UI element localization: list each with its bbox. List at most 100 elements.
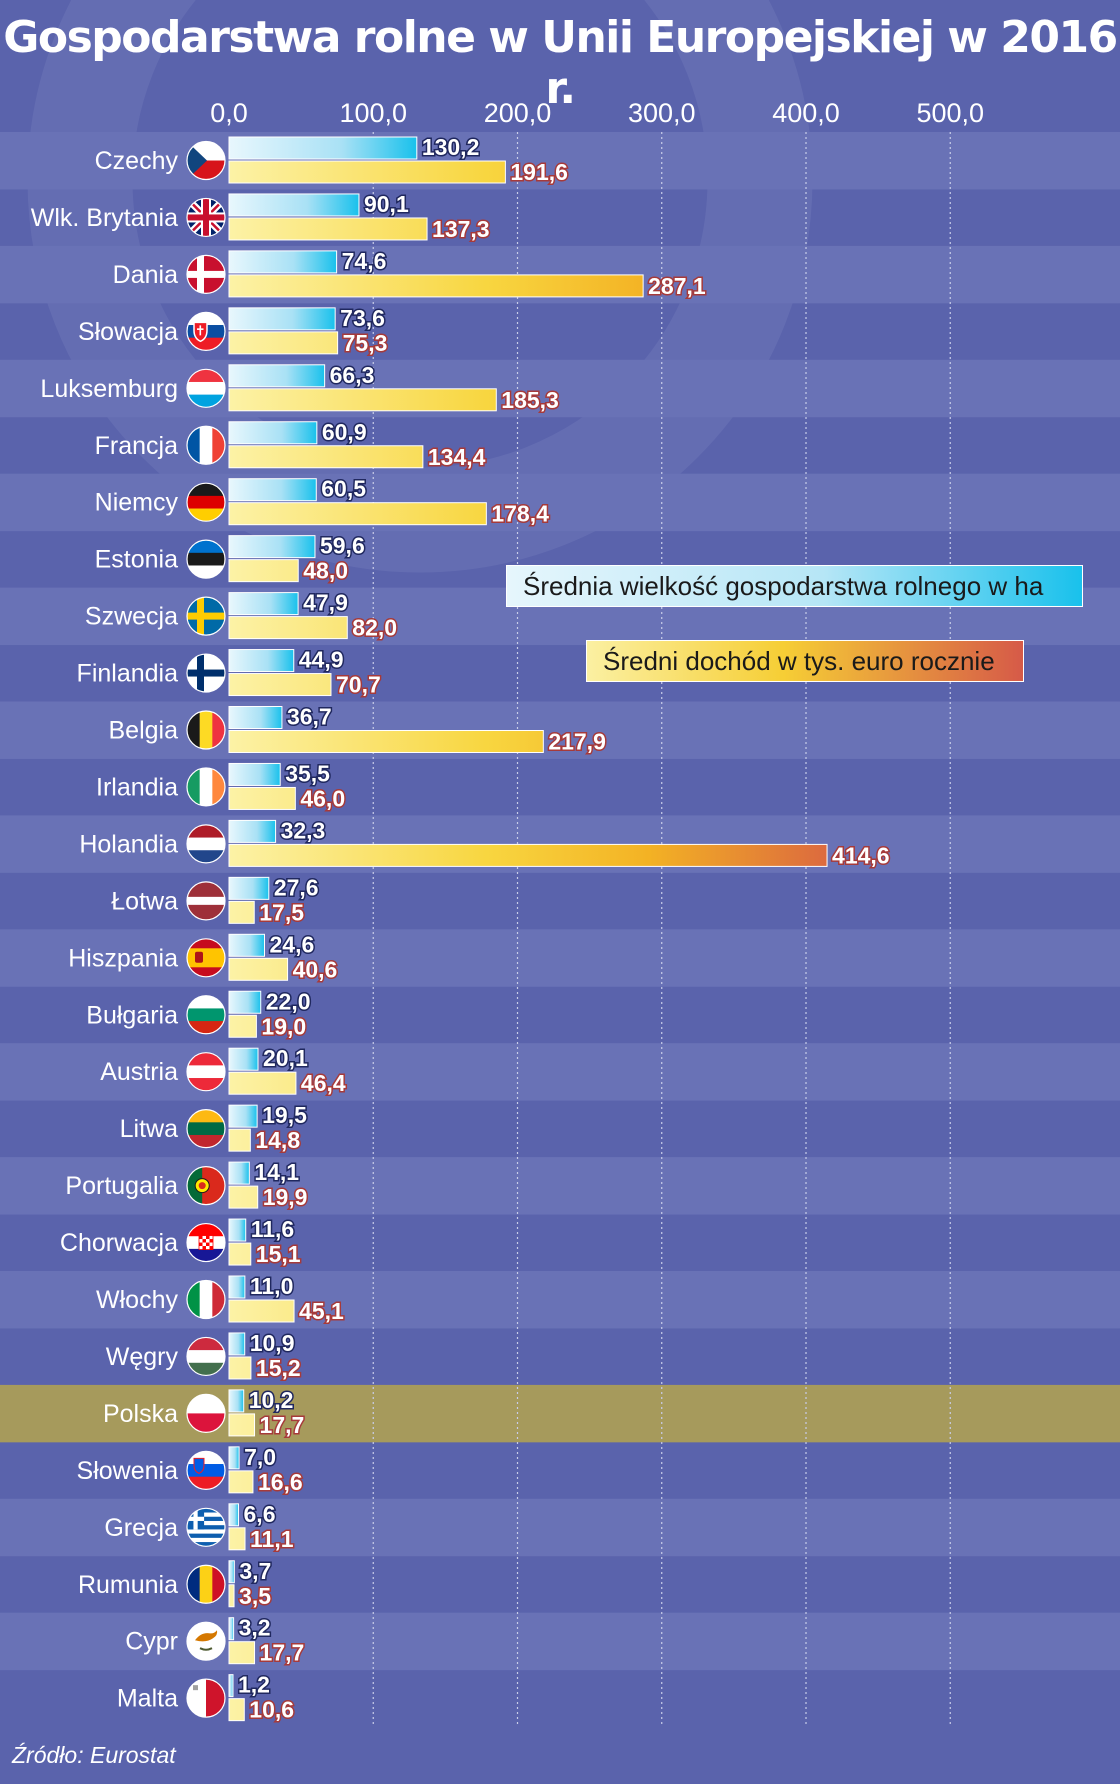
size-value-label: 90,1 <box>364 191 409 217</box>
chart-row: Estonia 59,648,0 <box>95 531 367 585</box>
source-note: Źródło: Eurostat <box>12 1742 176 1768</box>
income-value-label: 185,3 <box>501 387 559 413</box>
chart-row: Holandia 32,3 414,6 <box>79 816 891 870</box>
income-bar <box>228 673 332 697</box>
income-bar <box>228 900 255 924</box>
income-value-label: 414,6 <box>832 842 890 868</box>
income-bar <box>228 1299 295 1323</box>
income-value-label: 3,5 <box>239 1583 271 1609</box>
size-value-label: 47,9 <box>303 590 348 616</box>
category-label: Belgia <box>109 717 179 745</box>
size-value-label: 19,5 <box>262 1102 307 1128</box>
income-value-label: 15,1 <box>256 1241 301 1267</box>
income-bar <box>228 1071 297 1095</box>
chart-row: Bułgaria 22,019,0 <box>86 987 312 1041</box>
income-value-label: 17,7 <box>260 1640 305 1666</box>
income-bar <box>228 1128 251 1152</box>
size-bar <box>228 250 338 274</box>
income-value-label: 137,3 <box>432 216 490 242</box>
chart-row: Francja 60,9 134,4 <box>95 417 488 471</box>
chart-row: Hiszpania 24,640,6 <box>68 930 339 984</box>
size-value-label: 35,5 <box>285 760 330 786</box>
category-label: Cypr <box>125 1628 178 1656</box>
legend-size: Średnia wielkość gospodarstwa rolnego w … <box>506 565 1083 607</box>
income-value-label: 10,6 <box>249 1697 294 1723</box>
legend-income: Średni dochód w tys. euro rocznie <box>586 640 1024 682</box>
chart-row: Szwecja 47,982,0 <box>85 588 399 642</box>
size-bar <box>228 193 360 217</box>
size-bar <box>228 1047 259 1071</box>
size-bar <box>228 706 283 729</box>
chart-row: Chorwacja 11,615,1 <box>60 1215 302 1269</box>
chart-row: Węgry 10,915,2 <box>106 1328 302 1382</box>
size-value-label: 6,6 <box>244 1501 276 1527</box>
size-bar <box>228 478 317 502</box>
size-value-label: 66,3 <box>330 362 375 388</box>
size-bar <box>228 1560 235 1584</box>
size-value-label: 10,2 <box>249 1387 294 1413</box>
income-bar <box>228 559 299 583</box>
size-bar <box>228 421 318 445</box>
size-bar <box>228 1389 245 1413</box>
chart-row: Austria 20,146,4 <box>100 1044 347 1098</box>
size-bar <box>228 1446 240 1470</box>
income-value-label: 14,8 <box>255 1127 300 1153</box>
income-value-label: 19,9 <box>263 1184 308 1210</box>
category-label: Węgry <box>106 1343 179 1371</box>
flag-cz-icon <box>186 140 226 181</box>
flag-hr-icon <box>186 1222 226 1263</box>
flag-nl-icon <box>186 824 226 864</box>
flag-hu-icon <box>186 1336 226 1377</box>
size-value-label: 11,0 <box>250 1273 294 1299</box>
chart-row: Czechy 130,2 191,6 <box>95 133 570 187</box>
chart-row: Cypr 3,217,7 <box>125 1613 306 1667</box>
flag-bg-icon <box>186 995 226 1035</box>
size-value-label: 24,6 <box>269 931 314 957</box>
income-bar <box>228 274 644 298</box>
income-value-label: 17,5 <box>259 899 304 925</box>
flag-be-icon <box>186 710 226 750</box>
flag-fi-icon <box>186 653 226 693</box>
income-bar <box>228 1014 257 1038</box>
income-bar <box>228 786 296 810</box>
income-value-label: 178,4 <box>491 501 549 527</box>
size-bar <box>228 762 281 786</box>
size-value-label: 22,0 <box>266 988 311 1014</box>
category-label: Włochy <box>96 1286 178 1314</box>
flag-ee-icon <box>186 539 226 579</box>
income-bar <box>228 217 428 241</box>
income-bar <box>228 957 289 981</box>
size-value-label: 10,9 <box>250 1330 295 1356</box>
category-label: Słowenia <box>77 1457 179 1485</box>
chart-row: Słowacja 73,675,3 <box>78 303 389 357</box>
size-value-label: 1,2 <box>238 1672 270 1698</box>
size-bar <box>228 990 262 1014</box>
income-value-label: 46,0 <box>300 785 345 811</box>
chart-row: Łotwa 27,617,5 <box>111 873 320 927</box>
size-value-label: 59,6 <box>320 533 365 559</box>
chart-row: Malta 1,210,6 <box>117 1670 296 1724</box>
x-tick-label: 0,0 <box>210 98 248 128</box>
category-label: Bułgaria <box>86 1001 178 1029</box>
category-label: Czechy <box>95 147 179 175</box>
size-bar <box>228 1275 246 1299</box>
size-value-label: 3,2 <box>239 1615 271 1641</box>
flag-pt-icon <box>186 1165 226 1206</box>
income-value-label: 191,6 <box>510 159 568 185</box>
chart-row: Włochy 11,045,1 <box>96 1272 345 1326</box>
size-bar <box>228 307 336 331</box>
category-label: Portugalia <box>65 1172 178 1200</box>
category-label: Irlandia <box>96 773 178 801</box>
category-label: Niemcy <box>95 489 179 517</box>
chart-row: Finlandia 44,970,7 <box>77 645 383 699</box>
size-bar <box>228 649 295 673</box>
income-bar <box>228 1413 256 1437</box>
income-value-label: 40,6 <box>293 956 338 982</box>
flag-ro-icon <box>186 1564 226 1604</box>
category-label: Finlandia <box>77 660 179 688</box>
flag-es-icon <box>186 938 226 978</box>
chart-title: Gospodarstwa rolne w Unii Europejskiej w… <box>3 12 1118 114</box>
income-value-label: 11,1 <box>250 1526 294 1552</box>
income-value-label: 217,9 <box>548 729 606 755</box>
flag-lt-icon <box>186 1109 226 1149</box>
